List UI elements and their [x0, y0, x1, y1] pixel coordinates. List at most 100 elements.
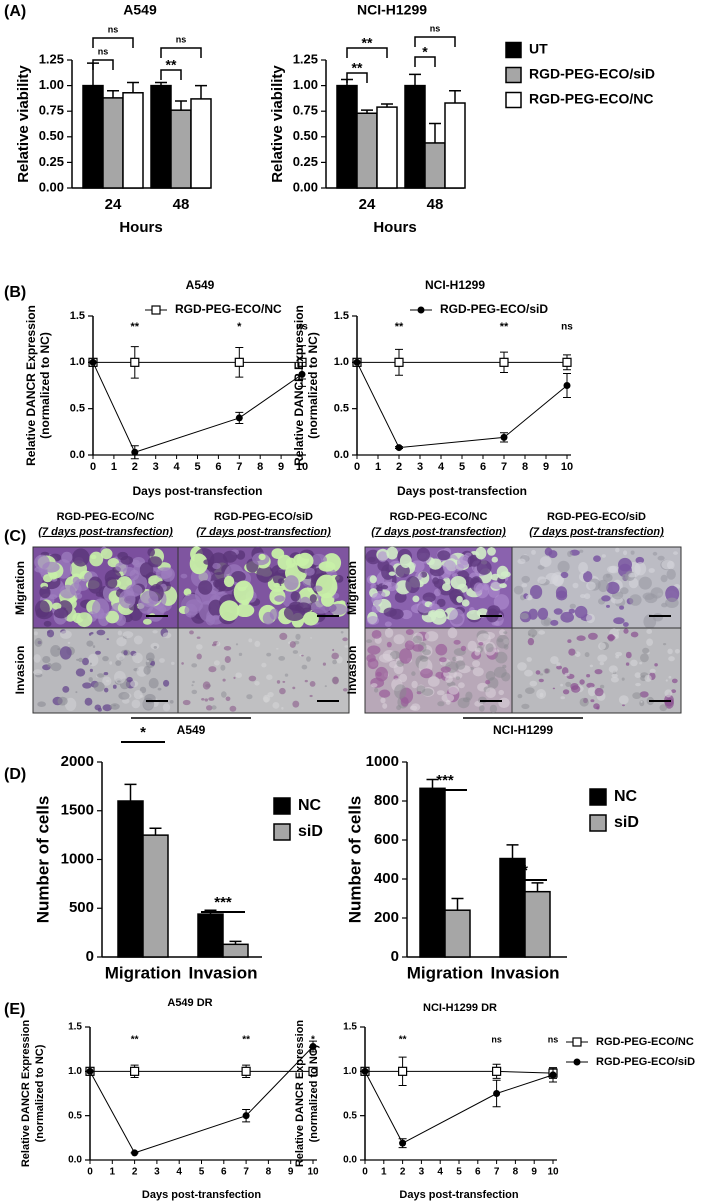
- cell-stain: [284, 575, 299, 591]
- cell-stain: [503, 631, 508, 634]
- cell-stain: [262, 611, 274, 625]
- cell-stain: [560, 696, 565, 700]
- y-tick-label: 0.25: [293, 154, 318, 169]
- cell-stain: [652, 551, 658, 556]
- cell-stain: [642, 592, 655, 600]
- cell-stain: [613, 617, 625, 625]
- cell-stain: [344, 645, 349, 648]
- cell-stain: [276, 648, 279, 650]
- cell-stain: [674, 649, 680, 654]
- cell-stain: [607, 565, 617, 573]
- cell-stain: [404, 640, 415, 651]
- cell-stain: [256, 565, 274, 583]
- cell-stain: [568, 608, 575, 614]
- cell-stain: [638, 576, 652, 590]
- point: [493, 1090, 501, 1097]
- cell-stain: [216, 641, 221, 646]
- x-tick-label: 9: [531, 1167, 537, 1178]
- cell-stain: [273, 582, 280, 588]
- cell-stain: [102, 656, 109, 662]
- point: [549, 1071, 557, 1079]
- y-tick-label: 1.5: [343, 1022, 357, 1033]
- significance-label: **: [131, 1035, 139, 1046]
- cell-stain: [295, 633, 301, 640]
- cell-stain: [47, 630, 50, 634]
- row-label: Migration: [345, 561, 359, 615]
- cell-stain: [229, 705, 237, 712]
- cell-stain: [564, 672, 570, 677]
- significance-label: ns: [296, 322, 308, 333]
- cell-stain: [447, 627, 458, 639]
- cell-stain: [660, 574, 668, 583]
- cell-stain: [133, 690, 143, 700]
- cell-stain: [560, 683, 563, 687]
- cell-stain: [139, 562, 154, 578]
- cell-stain: [132, 652, 143, 664]
- cell-stain: [596, 706, 600, 710]
- cell-stain: [526, 594, 533, 601]
- bar: [336, 84, 358, 189]
- significance-label: **: [500, 321, 509, 333]
- point: [235, 414, 243, 422]
- cell-stain: [494, 649, 500, 653]
- cell-stain: [485, 687, 497, 698]
- cell-stain: [472, 667, 484, 677]
- cell-stain: [567, 550, 573, 558]
- cell-stain: [219, 600, 240, 622]
- cell-stain: [102, 676, 112, 686]
- cell-stain: [86, 640, 94, 647]
- significance-label: **: [362, 35, 373, 51]
- cell-stain: [642, 647, 650, 654]
- cell-stain: [117, 680, 121, 683]
- cell-stain: [258, 553, 266, 561]
- cell-stain: [611, 673, 618, 678]
- panel-label: (E): [4, 1001, 25, 1018]
- x-axis-label: Days post-transfection: [142, 1189, 261, 1201]
- cell-stain: [569, 603, 576, 609]
- legend-swatch: [273, 823, 291, 841]
- x-tick-label: 1: [375, 461, 381, 473]
- legend-label: RGD-PEG-ECO/NC: [529, 91, 653, 107]
- x-tick-label: 6: [215, 461, 221, 473]
- significance-label: **: [166, 57, 177, 73]
- significance-label: ***: [436, 772, 454, 789]
- cell-stain: [131, 699, 141, 709]
- cell-stain: [556, 590, 568, 601]
- significance-bracket: [92, 37, 134, 48]
- bar: [444, 909, 471, 958]
- cell-stain: [130, 680, 139, 688]
- cell-stain: [493, 594, 510, 610]
- significance-label: *: [422, 44, 428, 60]
- row-label: Invasion: [13, 646, 27, 695]
- point: [130, 1066, 140, 1076]
- cell-stain: [630, 631, 639, 638]
- significance-bracket: [92, 59, 114, 70]
- cell-stain: [598, 642, 606, 650]
- cell-stain: [196, 653, 202, 660]
- cell-stain: [389, 661, 399, 669]
- cell-stain: [384, 628, 394, 638]
- panel-label: (C): [4, 528, 26, 545]
- x-tick-label: 4: [437, 1167, 443, 1178]
- error-bar: [409, 73, 421, 86]
- y-tick-label: 500: [69, 899, 94, 916]
- cell-stain: [122, 631, 134, 639]
- cell-stain: [43, 620, 52, 627]
- cell-stain: [535, 670, 541, 675]
- cell-stain: [646, 629, 653, 634]
- cell-stain: [379, 689, 391, 698]
- cell-stain: [424, 631, 439, 642]
- cell-stain: [436, 690, 445, 696]
- cell-stain: [597, 654, 608, 662]
- x-tick-label: 3: [153, 461, 159, 473]
- cell-stain: [329, 603, 348, 616]
- legend-marker: [417, 306, 425, 314]
- cell-stain: [117, 630, 123, 636]
- cell-stain: [619, 587, 629, 595]
- cell-stain: [478, 642, 484, 646]
- cell-stain: [394, 591, 407, 603]
- legend-label: siD: [298, 823, 323, 840]
- cell-stain: [118, 590, 136, 609]
- y-tick-label: 1.5: [70, 310, 85, 322]
- cell-stain: [371, 630, 382, 639]
